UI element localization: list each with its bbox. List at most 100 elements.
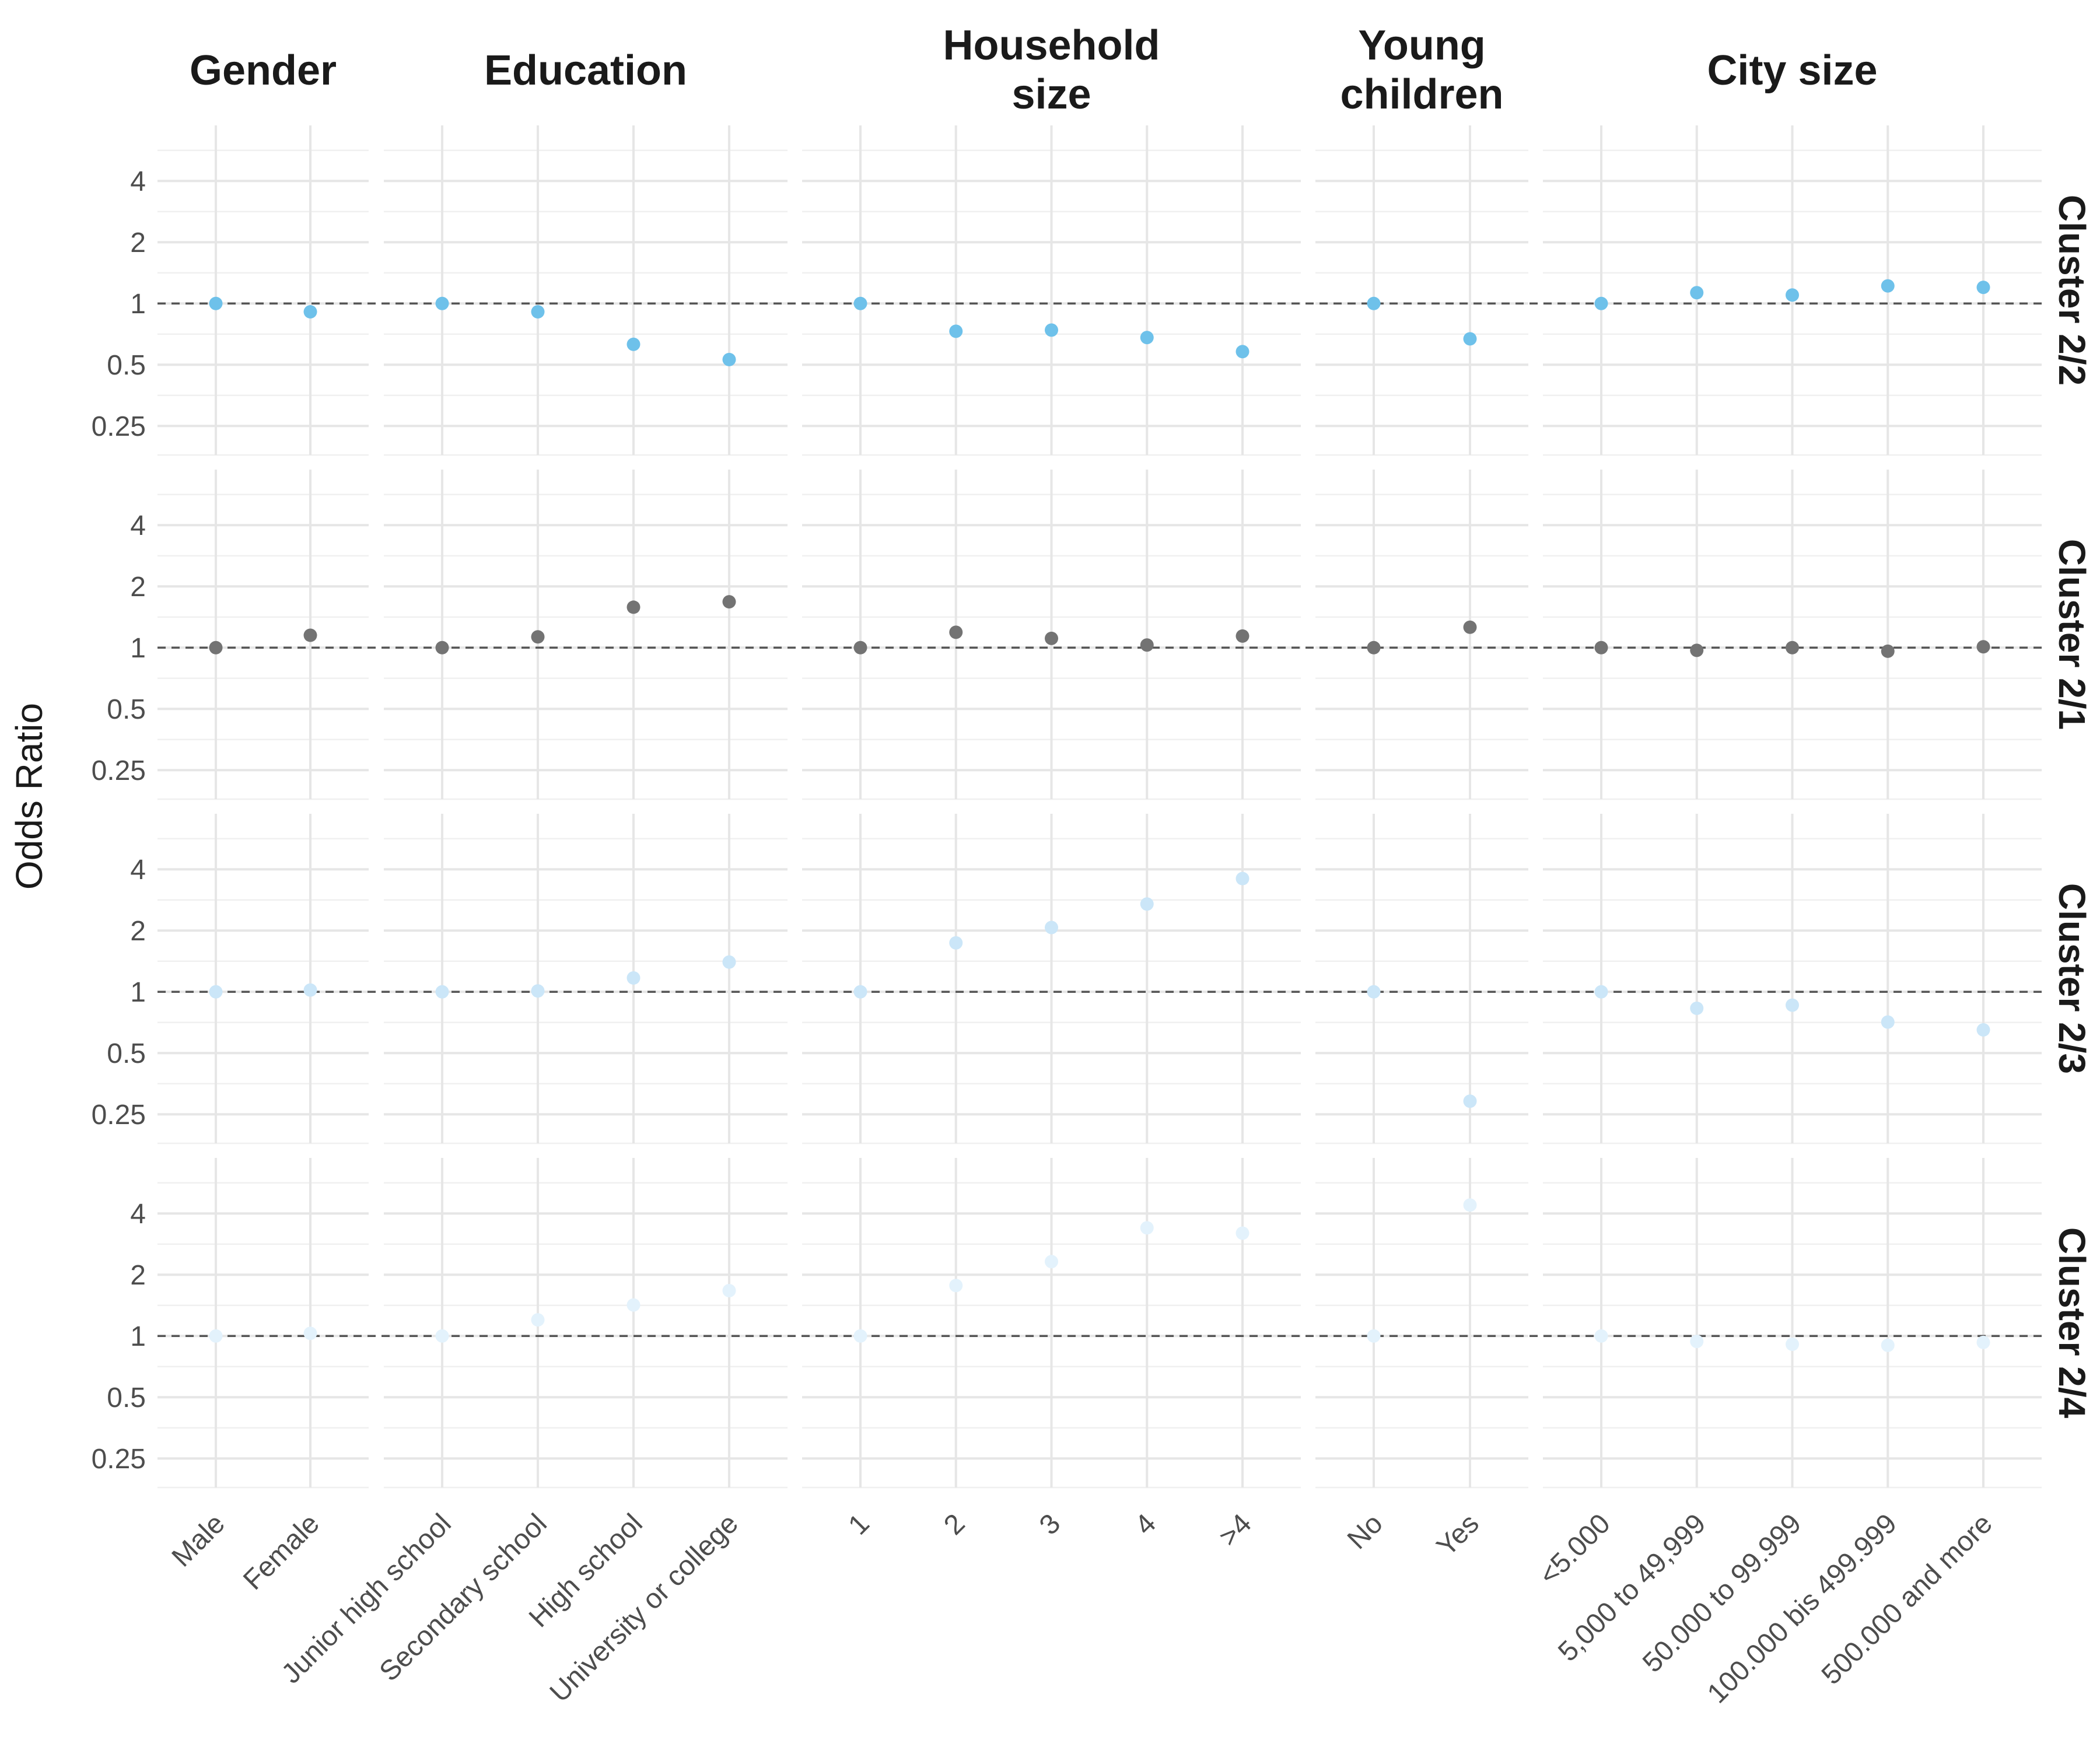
point-cluster-2-4-household-size-4 [1140, 1221, 1154, 1235]
point-cluster-2-3-city-size-5-000 [1594, 985, 1608, 999]
row-label-cluster-2-1: Cluster 2/1 [2051, 539, 2093, 730]
x-tick-label-university-or-college: University or college [544, 1508, 744, 1708]
point-cluster-2-1-city-size-100-000-bis-499-999 [1881, 644, 1895, 658]
y-tick-label: 1 [130, 1321, 146, 1352]
point-cluster-2-1-household-size-2 [949, 625, 963, 639]
point-cluster-2-4-city-size-5-000 [1594, 1329, 1608, 1343]
x-tick-label-3: 3 [1034, 1508, 1066, 1541]
y-tick-label: 4 [130, 166, 146, 197]
point-cluster-2-4-city-size-5-000-to-49-999 [1690, 1335, 1704, 1349]
point-cluster-2-1-young-children-yes [1463, 620, 1477, 634]
point-cluster-2-1-education-university-or-college [722, 595, 736, 609]
point-cluster-2-2-city-size-50-000-to-99-999 [1786, 288, 1799, 302]
y-tick-label: 0.25 [92, 1444, 146, 1475]
point-cluster-2-2-city-size-5-000-to-49-999 [1690, 286, 1704, 300]
x-tick-label-1: 1 [842, 1508, 875, 1541]
y-tick-label: 1 [130, 633, 146, 664]
y-tick-label: 4 [130, 1199, 146, 1230]
point-cluster-2-2-household-size-1 [853, 296, 867, 310]
point-cluster-2-3-household-size-3 [1045, 921, 1058, 935]
facet-title-household-size: Household size [943, 22, 1160, 118]
point-cluster-2-2-education-secondary-school [531, 305, 545, 319]
x-tick-label-no: No [1342, 1508, 1389, 1555]
x-tick-label-500-000-and-more: 500.000 and more [1816, 1508, 1999, 1690]
reference-lines-layer [158, 302, 2042, 1337]
point-cluster-2-4-household-size-2 [949, 1279, 963, 1293]
point-cluster-2-4-education-high-school [626, 1298, 640, 1312]
y-tick-label: 2 [130, 916, 146, 947]
point-cluster-2-3-education-secondary-school [531, 984, 545, 998]
point-cluster-2-2-gender-female [303, 305, 317, 319]
point-cluster-2-2-household-size-2 [949, 324, 963, 338]
point-cluster-2-2-city-size-100-000-bis-499-999 [1881, 279, 1895, 293]
point-cluster-2-3-young-children-yes [1463, 1094, 1477, 1108]
facet-title-line: Household [943, 22, 1160, 69]
point-cluster-2-4-household-size-3 [1045, 1255, 1058, 1269]
y-tick-label: 4 [130, 855, 146, 886]
point-cluster-2-3-education-junior-high-school [435, 985, 449, 999]
y-tick-label: 0.5 [107, 1382, 146, 1413]
point-cluster-2-1-city-size-500-000-and-more [1976, 640, 1990, 654]
point-cluster-2-1-young-children-no [1367, 640, 1381, 654]
x-tick-label-50-000-to-99-999: 50.000 to 99.999 [1637, 1508, 1807, 1678]
point-cluster-2-4-young-children-no [1367, 1329, 1381, 1343]
y-tick-label: 2 [130, 228, 146, 258]
point-cluster-2-1-gender-female [303, 628, 317, 642]
point-cluster-2-4-education-junior-high-school [435, 1329, 449, 1343]
facet-title-gender: Gender [190, 47, 337, 94]
point-cluster-2-3-city-size-100-000-bis-499-999 [1881, 1015, 1895, 1029]
x-tick-label-100-000-bis-499-999: 100.000 bis 499.999 [1702, 1508, 1903, 1709]
point-cluster-2-1-education-high-school [626, 600, 640, 614]
facet-title-education: Education [484, 47, 687, 94]
point-cluster-2-3-city-size-500-000-and-more [1976, 1023, 1990, 1037]
point-cluster-2-2-education-high-school [626, 337, 640, 351]
point-cluster-2-2-household-size-3 [1045, 323, 1058, 337]
x-tick-label-4: 4 [1129, 1508, 1162, 1541]
x-tick-label-yes: Yes [1431, 1508, 1485, 1562]
point-cluster-2-3-household-size-4 [1236, 872, 1250, 886]
point-cluster-2-3-young-children-no [1367, 985, 1381, 999]
y-tick-label: 0.25 [92, 755, 146, 786]
point-cluster-2-1-household-size-1 [853, 640, 867, 654]
point-cluster-2-3-education-university-or-college [722, 955, 736, 969]
point-cluster-2-3-household-size-4 [1140, 897, 1154, 911]
y-tick-label: 4 [130, 510, 146, 541]
point-cluster-2-3-city-size-50-000-to-99-999 [1786, 998, 1799, 1012]
point-cluster-2-4-education-secondary-school [531, 1313, 545, 1327]
point-cluster-2-1-gender-male [209, 640, 223, 654]
x-tick-label-4: >4 [1213, 1508, 1258, 1552]
row-label-cluster-2-2: Cluster 2/2 [2051, 195, 2093, 386]
point-cluster-2-4-household-size-4 [1236, 1226, 1250, 1240]
row-label-cluster-2-3: Cluster 2/3 [2051, 883, 2093, 1074]
facet-title-line: children [1340, 71, 1503, 118]
point-cluster-2-1-education-secondary-school [531, 630, 545, 644]
point-cluster-2-4-young-children-yes [1463, 1198, 1477, 1212]
point-cluster-2-2-education-university-or-college [722, 352, 736, 366]
point-cluster-2-3-education-high-school [626, 971, 640, 985]
point-cluster-2-3-gender-male [209, 985, 223, 999]
point-cluster-2-3-city-size-5-000-to-49-999 [1690, 1001, 1704, 1015]
y-tick-label: 0.5 [107, 694, 146, 725]
point-cluster-2-1-household-size-3 [1045, 631, 1058, 645]
point-cluster-2-4-gender-female [303, 1326, 317, 1340]
x-tick-label-male: Male [166, 1508, 231, 1573]
point-cluster-2-2-city-size-500-000-and-more [1976, 281, 1990, 295]
facet-title-city-size: City size [1707, 47, 1877, 94]
point-cluster-2-3-household-size-2 [949, 936, 963, 950]
point-cluster-2-4-education-university-or-college [722, 1284, 736, 1298]
x-tick-label-5-000: <5.000 [1534, 1508, 1616, 1591]
point-cluster-2-4-gender-male [209, 1329, 223, 1343]
y-tick-label: 0.5 [107, 1038, 146, 1069]
point-cluster-2-2-gender-male [209, 296, 223, 310]
point-cluster-2-2-household-size-4 [1140, 331, 1154, 345]
point-cluster-2-3-household-size-1 [853, 985, 867, 999]
y-tick-label: 2 [130, 1260, 146, 1291]
facet-title-line: size [1012, 71, 1091, 118]
y-tick-label: 1 [130, 289, 146, 320]
grid-layer [158, 125, 2042, 1489]
point-cluster-2-1-household-size-4 [1236, 629, 1250, 643]
point-cluster-2-2-education-junior-high-school [435, 296, 449, 310]
points-layer [209, 279, 1990, 1352]
point-cluster-2-4-city-size-500-000-and-more [1976, 1335, 1990, 1349]
